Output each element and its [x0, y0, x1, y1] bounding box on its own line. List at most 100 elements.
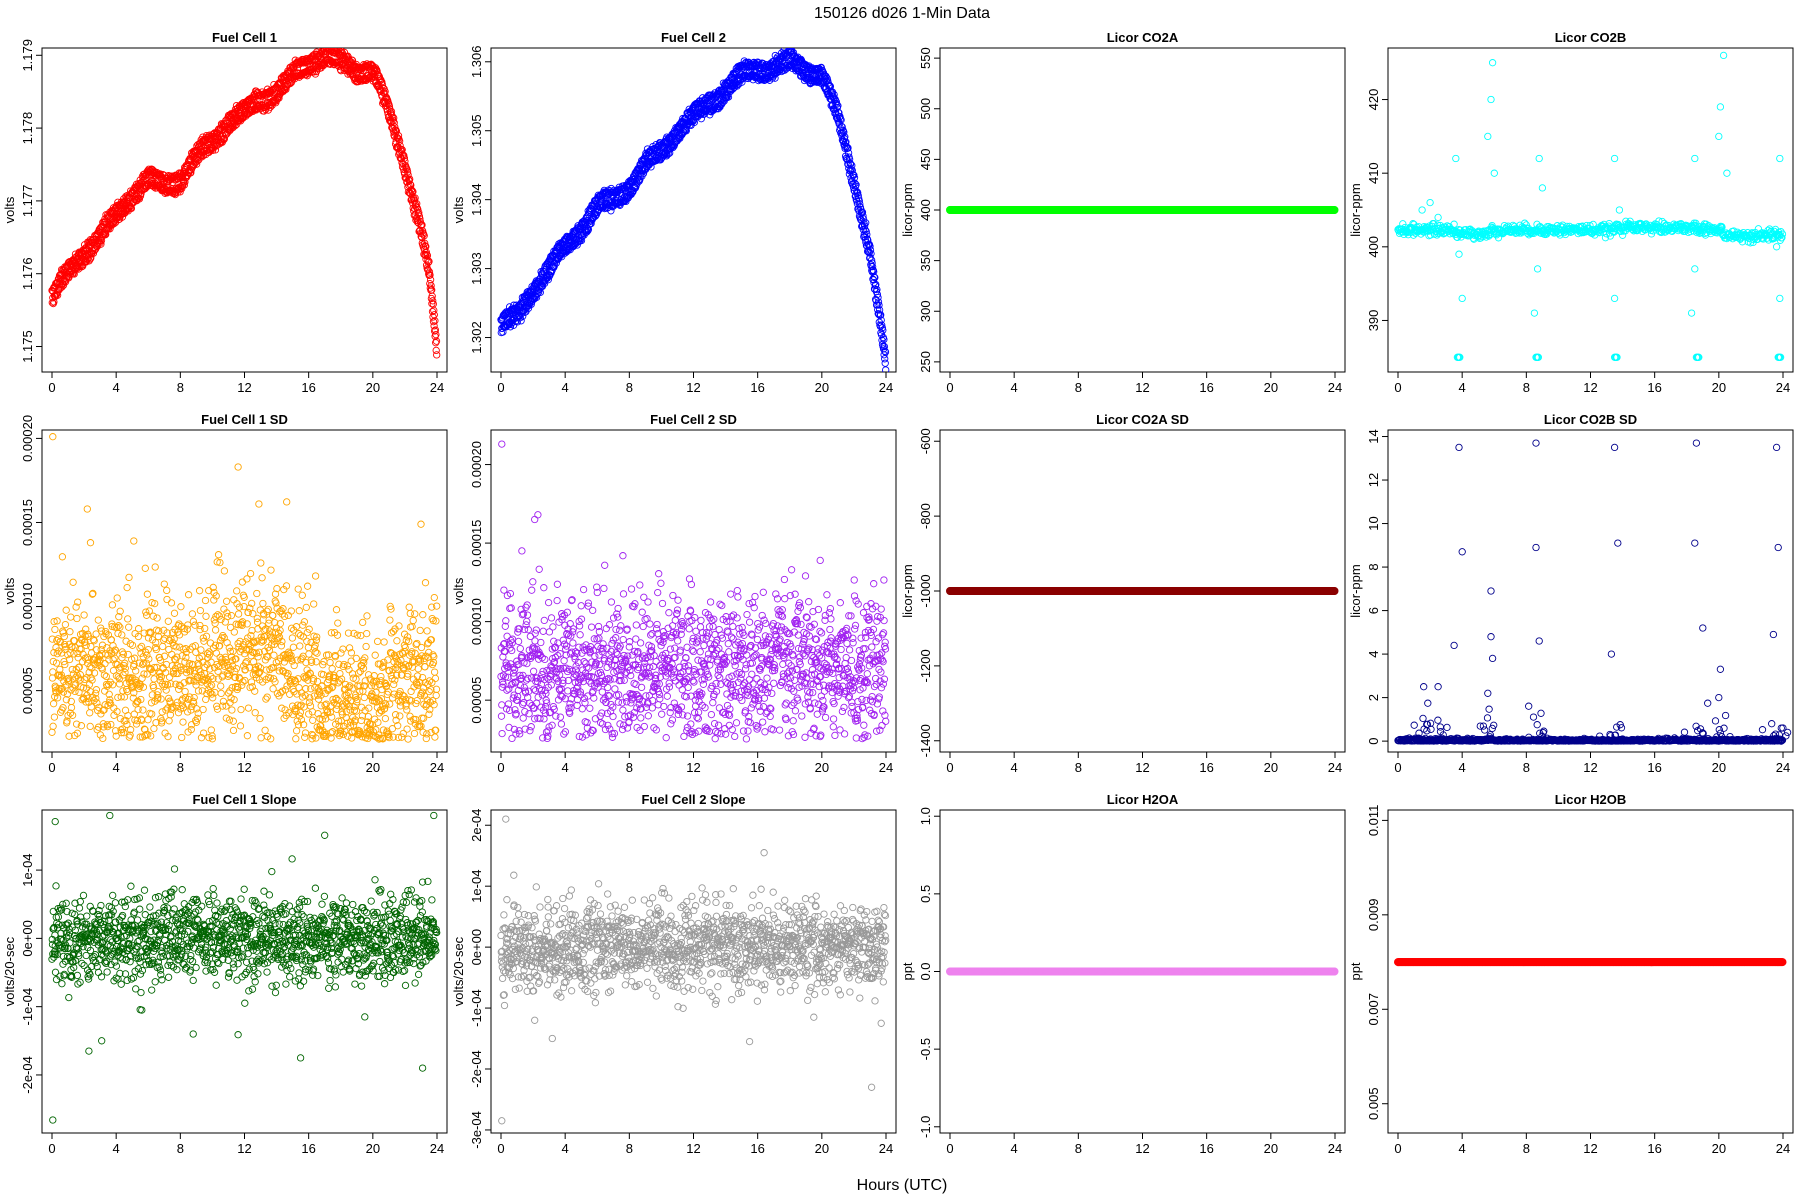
data-point	[77, 645, 85, 653]
data-point	[1534, 353, 1543, 361]
data-point	[429, 318, 438, 326]
data-point	[1553, 222, 1561, 230]
data-points	[497, 48, 890, 372]
data-point	[50, 713, 59, 721]
data-point	[62, 606, 70, 614]
data-point	[86, 709, 94, 717]
data-point	[135, 195, 144, 203]
data-point	[49, 722, 57, 730]
data-point	[301, 68, 309, 76]
data-point	[66, 628, 74, 636]
data-point	[65, 676, 73, 684]
data-point	[163, 681, 172, 689]
data-point	[176, 188, 184, 196]
data-point	[105, 698, 114, 707]
data-point	[415, 212, 424, 220]
data-point	[1613, 353, 1621, 361]
data-point	[167, 635, 175, 643]
data-point	[59, 629, 67, 637]
data-point	[61, 660, 69, 669]
data-point	[150, 724, 158, 733]
data-point	[82, 625, 90, 633]
data-point	[100, 706, 108, 714]
data-point	[282, 85, 290, 94]
data-point	[218, 121, 226, 129]
data-point	[177, 603, 185, 611]
data-point	[590, 213, 598, 221]
data-point	[163, 586, 171, 595]
data-point	[881, 355, 889, 363]
data-point	[162, 686, 170, 694]
panel-title: Fuel Cell 2	[661, 30, 726, 45]
x-tick-label: 24	[430, 380, 444, 395]
x-tick-label: 16	[1647, 380, 1661, 395]
data-point	[1615, 206, 1624, 214]
data-points	[1394, 51, 1787, 361]
data-point	[53, 694, 62, 702]
data-point	[1610, 154, 1619, 163]
data-point	[154, 632, 163, 641]
data-point	[400, 154, 409, 162]
data-point	[142, 608, 150, 616]
data-points	[48, 48, 441, 359]
data-point	[830, 90, 838, 99]
data-point	[862, 219, 870, 227]
data-point	[48, 728, 56, 736]
data-point	[875, 301, 883, 309]
data-point	[102, 672, 110, 681]
plot-frame	[1387, 47, 1794, 373]
data-point	[73, 614, 81, 623]
data-point	[1490, 169, 1498, 177]
data-point	[395, 137, 404, 145]
data-point	[53, 291, 62, 299]
data-point	[156, 656, 165, 664]
data-point	[154, 687, 162, 696]
data-point	[432, 339, 440, 347]
data-point	[86, 722, 94, 731]
x-tick-label: 24	[1328, 380, 1342, 395]
data-point	[59, 688, 68, 696]
y-tick-label: 400	[918, 199, 933, 221]
data-point	[138, 660, 147, 669]
data-point	[122, 716, 130, 725]
data-point	[140, 670, 148, 678]
data-point	[138, 674, 146, 682]
data-point	[1687, 309, 1696, 317]
data-point	[69, 578, 77, 586]
data-point	[113, 594, 121, 602]
data-point	[1738, 238, 1747, 246]
data-point	[173, 653, 181, 661]
data-point	[378, 78, 386, 86]
y-tick-label: 1.302	[469, 321, 484, 354]
data-point	[839, 129, 847, 137]
data-point	[169, 669, 178, 678]
data-point	[404, 171, 412, 179]
data-point	[429, 297, 437, 305]
y-axis-label: licor-ppm	[900, 183, 915, 236]
data-point	[174, 709, 183, 717]
data-point	[868, 259, 876, 267]
data-point	[1530, 309, 1539, 317]
data-point	[868, 262, 877, 271]
data-point	[51, 625, 59, 634]
data-point	[121, 668, 129, 677]
y-tick-label: 300	[918, 300, 933, 322]
data-point	[414, 205, 422, 214]
data-point	[119, 650, 128, 658]
data-point	[517, 317, 525, 325]
data-point	[59, 704, 67, 712]
data-point	[1458, 294, 1466, 303]
data-point	[153, 614, 161, 622]
data-point	[165, 673, 174, 681]
data-point	[116, 607, 124, 615]
data-point	[79, 684, 87, 692]
data-point	[136, 644, 144, 652]
data-point	[126, 731, 134, 739]
data-point	[130, 689, 138, 697]
data-point	[124, 650, 132, 659]
data-point	[109, 681, 117, 689]
data-point	[100, 632, 108, 641]
data-point	[128, 641, 137, 649]
